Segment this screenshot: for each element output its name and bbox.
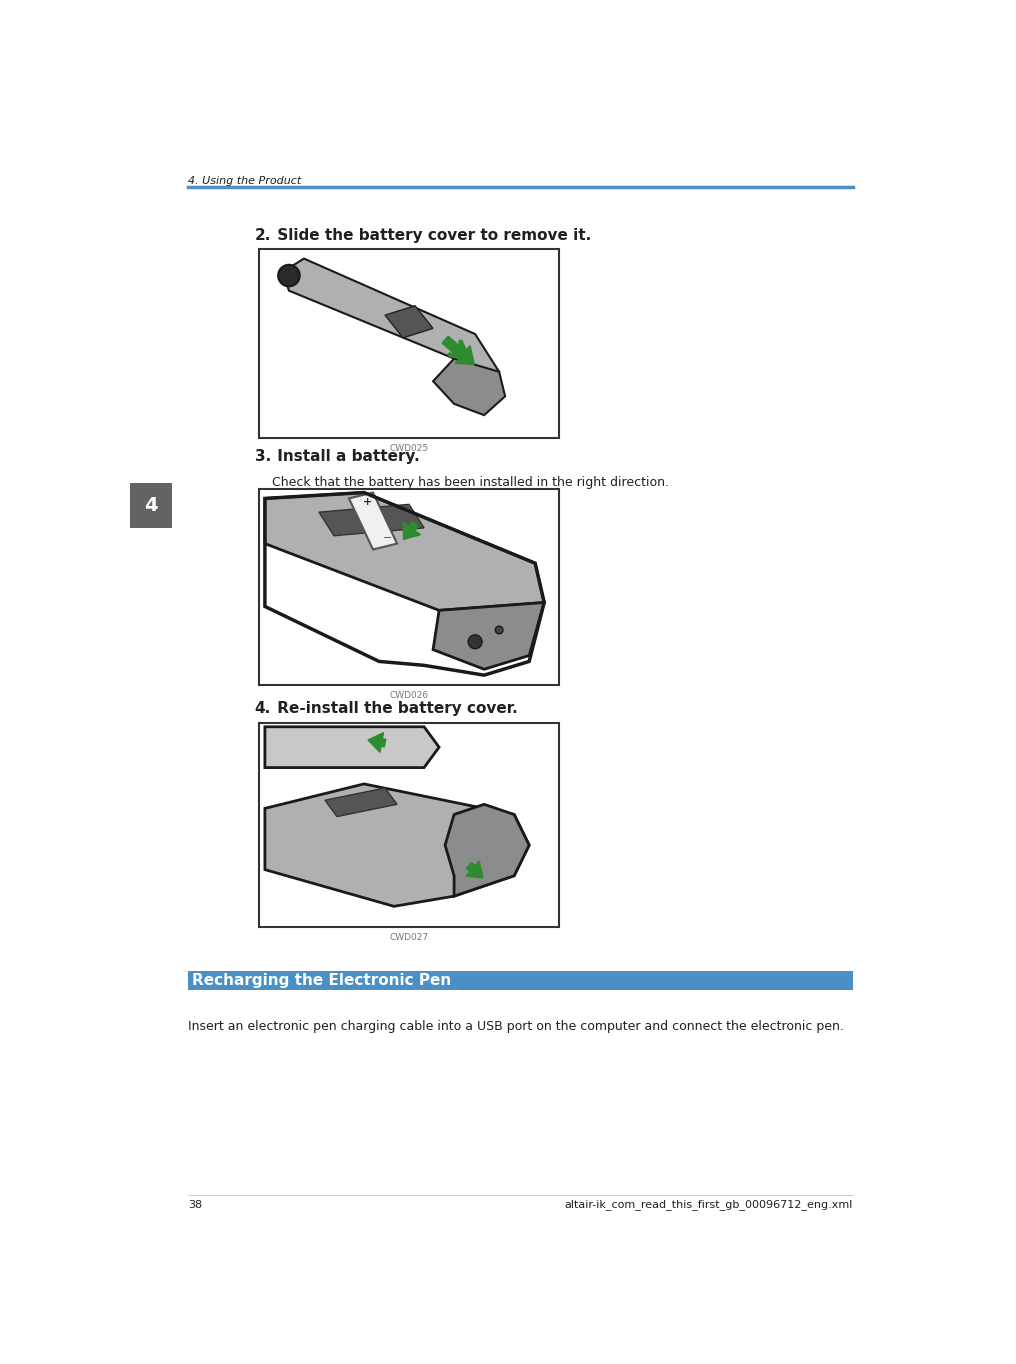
Text: 38: 38 bbox=[188, 1200, 202, 1210]
Text: 4: 4 bbox=[144, 496, 157, 516]
Polygon shape bbox=[265, 784, 529, 906]
Text: 4. Using the Product: 4. Using the Product bbox=[188, 176, 302, 186]
Text: Slide the battery cover to remove it.: Slide the battery cover to remove it. bbox=[271, 228, 591, 243]
Circle shape bbox=[278, 265, 300, 286]
Polygon shape bbox=[385, 306, 433, 338]
Bar bbox=[259, 488, 559, 685]
Bar bbox=[129, 483, 172, 528]
FancyArrow shape bbox=[466, 861, 483, 878]
FancyArrow shape bbox=[368, 732, 386, 753]
Text: Install a battery.: Install a battery. bbox=[271, 449, 420, 464]
Text: 4.: 4. bbox=[255, 701, 271, 716]
Text: 3.: 3. bbox=[255, 449, 271, 464]
Text: Check that the battery has been installed in the right direction.: Check that the battery has been installe… bbox=[271, 476, 669, 488]
Polygon shape bbox=[265, 492, 545, 610]
Polygon shape bbox=[319, 505, 424, 536]
Polygon shape bbox=[445, 805, 529, 896]
Text: Re-install the battery cover.: Re-install the battery cover. bbox=[271, 701, 517, 716]
Text: −: − bbox=[383, 533, 393, 543]
Text: Recharging the Electronic Pen: Recharging the Electronic Pen bbox=[192, 973, 451, 988]
Polygon shape bbox=[325, 788, 397, 817]
Bar bbox=[259, 250, 559, 438]
Text: Insert an electronic pen charging cable into a USB port on the computer and conn: Insert an electronic pen charging cable … bbox=[188, 1019, 844, 1033]
Text: CWD025: CWD025 bbox=[389, 443, 429, 453]
Polygon shape bbox=[433, 359, 505, 415]
Circle shape bbox=[468, 634, 482, 649]
Text: altair-ik_com_read_this_first_gb_00096712_eng.xml: altair-ik_com_read_this_first_gb_0009671… bbox=[565, 1199, 853, 1210]
Polygon shape bbox=[265, 727, 439, 768]
Text: 2.: 2. bbox=[255, 228, 271, 243]
Bar bbox=[259, 723, 559, 926]
FancyArrow shape bbox=[442, 336, 474, 364]
Text: CWD027: CWD027 bbox=[389, 933, 429, 943]
FancyArrow shape bbox=[403, 521, 421, 539]
Circle shape bbox=[495, 626, 503, 634]
Bar bbox=[188, 971, 853, 990]
Text: CWD026: CWD026 bbox=[389, 692, 429, 700]
Polygon shape bbox=[433, 603, 545, 670]
Text: +: + bbox=[363, 498, 372, 507]
Polygon shape bbox=[282, 259, 499, 390]
Polygon shape bbox=[348, 492, 397, 550]
